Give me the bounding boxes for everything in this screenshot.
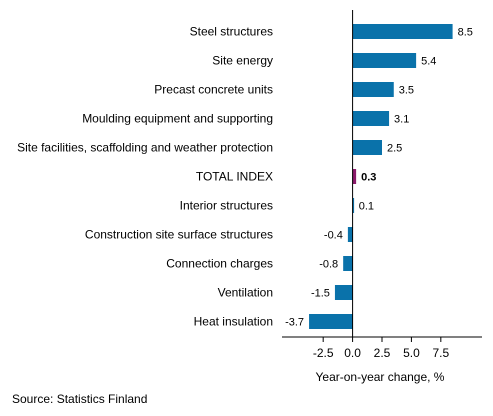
x-axis-title: Year-on-year change, % xyxy=(316,370,445,384)
x-tick-label: -2.5 xyxy=(313,346,334,360)
bar xyxy=(352,111,390,126)
bar xyxy=(343,256,353,271)
data-label: -3.7 xyxy=(285,317,304,329)
category-label: Site facilities, scaffolding and weather… xyxy=(17,141,273,155)
category-label: Moulding equipment and supporting xyxy=(82,112,273,126)
bar xyxy=(352,140,382,155)
data-label: 5.4 xyxy=(421,56,436,68)
category-labels: Steel structures Site energy Precast concr… xyxy=(17,25,273,329)
bar xyxy=(352,53,417,68)
bar xyxy=(352,169,357,184)
x-tick-label: 5.0 xyxy=(403,346,420,360)
category-label: Construction site surface structures xyxy=(85,228,273,242)
data-label: 8.5 xyxy=(458,27,473,39)
x-tick-label: 2.5 xyxy=(374,346,391,360)
category-label: Site energy xyxy=(212,54,273,68)
bar xyxy=(352,24,453,39)
x-axis-ticks: -2.5 0.0 2.5 5.0 7.5 xyxy=(313,337,449,360)
category-label: Connection charges xyxy=(166,257,273,271)
category-label: Heat insulation xyxy=(194,315,273,329)
category-label: Precast concrete units xyxy=(154,83,273,97)
category-label: Ventilation xyxy=(218,286,273,300)
x-tick-label: 7.5 xyxy=(432,346,449,360)
data-label: -0.4 xyxy=(324,230,343,242)
category-label: Steel structures xyxy=(190,25,273,39)
source-note: Source: Statistics Finland xyxy=(12,392,148,406)
bar xyxy=(347,227,353,242)
bar xyxy=(309,314,353,329)
bar xyxy=(352,198,355,213)
data-label: -1.5 xyxy=(311,288,330,300)
category-label: Interior structures xyxy=(180,199,273,213)
data-label: 3.1 xyxy=(394,114,409,126)
data-label: -0.8 xyxy=(319,259,338,271)
data-label: 3.5 xyxy=(399,85,414,97)
x-tick-label: 0.0 xyxy=(344,346,361,360)
data-label: 0.1 xyxy=(359,201,374,213)
data-label: 0.3 xyxy=(361,172,376,184)
bars xyxy=(309,24,453,329)
data-label: 2.5 xyxy=(387,143,402,155)
bar xyxy=(334,285,353,300)
bar xyxy=(352,82,394,97)
category-label: TOTAL INDEX xyxy=(196,170,273,184)
value-labels: 8.5 5.4 3.5 3.1 2.5 0.3 0.1 -0.4 -0.8 -1.5 -3.7 xyxy=(285,27,473,329)
